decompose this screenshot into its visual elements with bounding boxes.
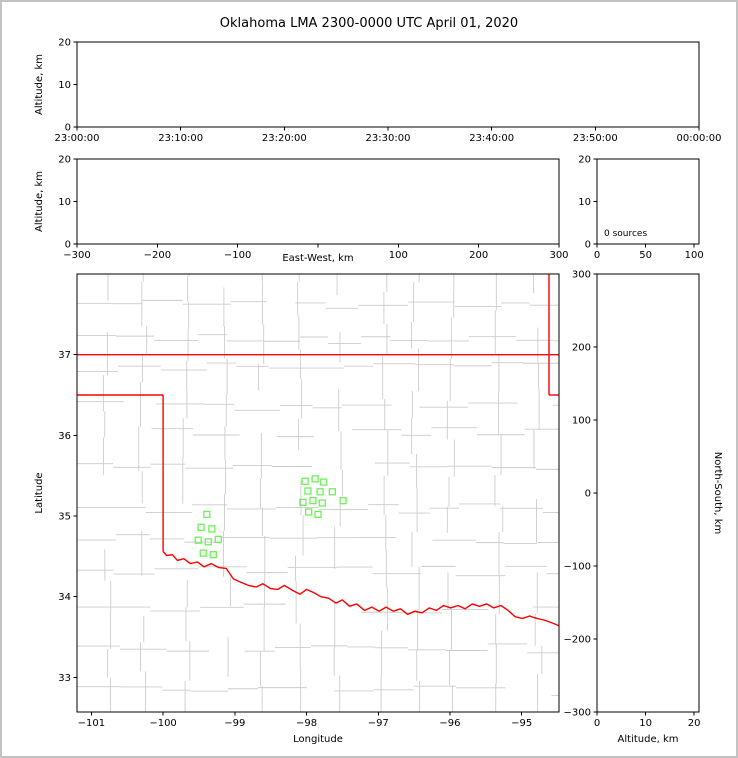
tick-marks — [73, 41, 700, 131]
svg-text:23:00:00: 23:00:00 — [55, 133, 100, 144]
svg-text:0: 0 — [65, 123, 71, 134]
tick-marks — [593, 273, 695, 716]
svg-text:−100: −100 — [564, 562, 591, 573]
station-marker — [301, 477, 309, 485]
tick-labels: −300 −200 −100 100 200 300 0 10 20 East-West, km A… — [34, 155, 569, 265]
svg-text:35: 35 — [58, 511, 71, 522]
svg-text:−300: −300 — [63, 250, 90, 261]
svg-text:50: 50 — [639, 250, 652, 261]
tick-marks — [73, 354, 523, 716]
svg-text:10: 10 — [639, 718, 652, 729]
station-marker — [328, 488, 336, 496]
station-marker — [209, 551, 217, 559]
svg-text:33: 33 — [58, 673, 71, 684]
northsouth-altitude-panel: 0 10 20 −300 −200 −100 0 100 200 300 Altitude, km N… — [564, 270, 723, 746]
tick-labels: 0 50 100 0 10 20 — [578, 155, 703, 262]
station-marker — [318, 499, 326, 507]
station-marker — [299, 498, 307, 506]
svg-text:300: 300 — [549, 250, 568, 261]
svg-text:23:40:00: 23:40:00 — [469, 133, 514, 144]
svg-text:−98: −98 — [296, 718, 317, 729]
station-marker — [197, 523, 205, 531]
altitude-time-panel-y-axis-label: Altitude, km — [34, 54, 45, 115]
map-panel-content — [77, 274, 559, 712]
svg-text:−100: −100 — [149, 718, 176, 729]
tick-labels: 23:00:00 23:10:00 23:20:00 23:30:00 23:40:00… — [34, 38, 721, 145]
svg-text:200: 200 — [469, 250, 488, 261]
station-marker — [203, 510, 211, 519]
svg-text:0: 0 — [65, 240, 71, 251]
svg-text:00:00:00: 00:00:00 — [677, 133, 722, 144]
svg-text:−200: −200 — [564, 635, 591, 646]
svg-text:−97: −97 — [368, 718, 389, 729]
svg-text:23:10:00: 23:10:00 — [158, 133, 203, 144]
svg-text:200: 200 — [572, 343, 591, 354]
svg-text:100: 100 — [685, 250, 704, 261]
svg-text:37: 37 — [58, 350, 71, 361]
station-marker — [194, 536, 202, 544]
svg-text:20: 20 — [688, 718, 701, 729]
state-borders — [77, 274, 559, 627]
station-marker — [314, 510, 322, 519]
station-marker — [320, 478, 328, 486]
station-marker — [316, 488, 324, 496]
svg-text:−96: −96 — [439, 718, 460, 729]
station-marker — [199, 549, 207, 557]
station-marker — [208, 525, 216, 533]
source-count-annotation: 0 sources — [604, 229, 647, 239]
altitude-eastwest-panel: −300 −200 −100 100 200 300 0 10 20 East-West, km A… — [34, 155, 569, 265]
svg-text:10: 10 — [578, 197, 591, 208]
map-panel: −101 −100 −99 −98 −97 −96 −95 33 34 35 36 37 Longitu… — [34, 273, 560, 745]
svg-text:20: 20 — [58, 155, 71, 166]
northsouth-altitude-panel-x-axis-label: Altitude, km — [618, 734, 679, 745]
station-marker — [339, 497, 347, 505]
svg-text:23:50:00: 23:50:00 — [573, 133, 618, 144]
svg-text:34: 34 — [58, 592, 71, 603]
source-count-panel: 0 sources 0 50 100 0 10 20 — [578, 155, 703, 262]
altitude-eastwest-panel-x-axis-label: East-West, km — [282, 253, 353, 264]
svg-text:−300: −300 — [564, 708, 591, 719]
station-markers — [194, 475, 347, 559]
county-lines — [77, 274, 559, 712]
svg-text:300: 300 — [572, 270, 591, 281]
svg-text:100: 100 — [389, 250, 408, 261]
svg-text:0: 0 — [594, 718, 600, 729]
svg-text:36: 36 — [58, 431, 71, 442]
svg-text:−101: −101 — [78, 718, 105, 729]
svg-text:23:30:00: 23:30:00 — [366, 133, 411, 144]
svg-text:−95: −95 — [511, 718, 532, 729]
svg-text:−200: −200 — [144, 250, 171, 261]
map-panel-x-axis-label: Longitude — [293, 734, 343, 745]
station-marker — [304, 487, 312, 495]
svg-text:100: 100 — [572, 416, 591, 427]
svg-text:10: 10 — [58, 80, 71, 91]
svg-text:0: 0 — [585, 240, 591, 251]
svg-text:20: 20 — [58, 38, 71, 49]
map-panel-y-axis-label: Latitude — [34, 472, 45, 513]
tick-labels: −101 −100 −99 −98 −97 −96 −95 33 34 35 36 37 Longitu… — [34, 350, 532, 745]
tick-labels: 0 10 20 −300 −200 −100 0 100 200 300 Altitude, km N… — [564, 270, 723, 746]
chart-title: Oklahoma LMA 2300-0000 UTC April 01, 202… — [219, 16, 519, 31]
svg-text:0: 0 — [585, 489, 591, 500]
northsouth-altitude-panel-y-axis-label: North-South, km — [712, 452, 723, 535]
altitude-eastwest-panel-y-axis-label: Altitude, km — [34, 171, 45, 232]
svg-text:0: 0 — [594, 250, 600, 261]
svg-text:23:20:00: 23:20:00 — [262, 133, 307, 144]
station-marker — [305, 508, 313, 516]
svg-text:−100: −100 — [224, 250, 251, 261]
tick-marks — [73, 158, 560, 248]
altitude-time-panel: 23:00:00 23:10:00 23:20:00 23:30:00 23:40:00… — [34, 38, 721, 145]
station-marker — [214, 535, 222, 544]
svg-text:10: 10 — [58, 197, 71, 208]
source-count-panel-content: 0 sources — [604, 229, 647, 239]
station-marker — [309, 497, 317, 505]
svg-text:20: 20 — [578, 155, 591, 166]
station-marker — [204, 538, 212, 546]
svg-text:−99: −99 — [224, 718, 245, 729]
tick-marks — [593, 158, 695, 248]
station-marker — [311, 475, 319, 483]
